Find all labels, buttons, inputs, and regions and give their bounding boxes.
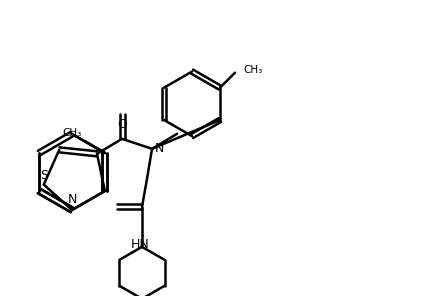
Text: HN: HN (131, 238, 149, 251)
Text: O: O (117, 118, 127, 131)
Text: CH₃: CH₃ (62, 128, 82, 138)
Text: N: N (68, 193, 77, 206)
Text: CH₃: CH₃ (243, 65, 262, 75)
Text: S: S (40, 169, 48, 181)
Text: N: N (155, 142, 165, 155)
